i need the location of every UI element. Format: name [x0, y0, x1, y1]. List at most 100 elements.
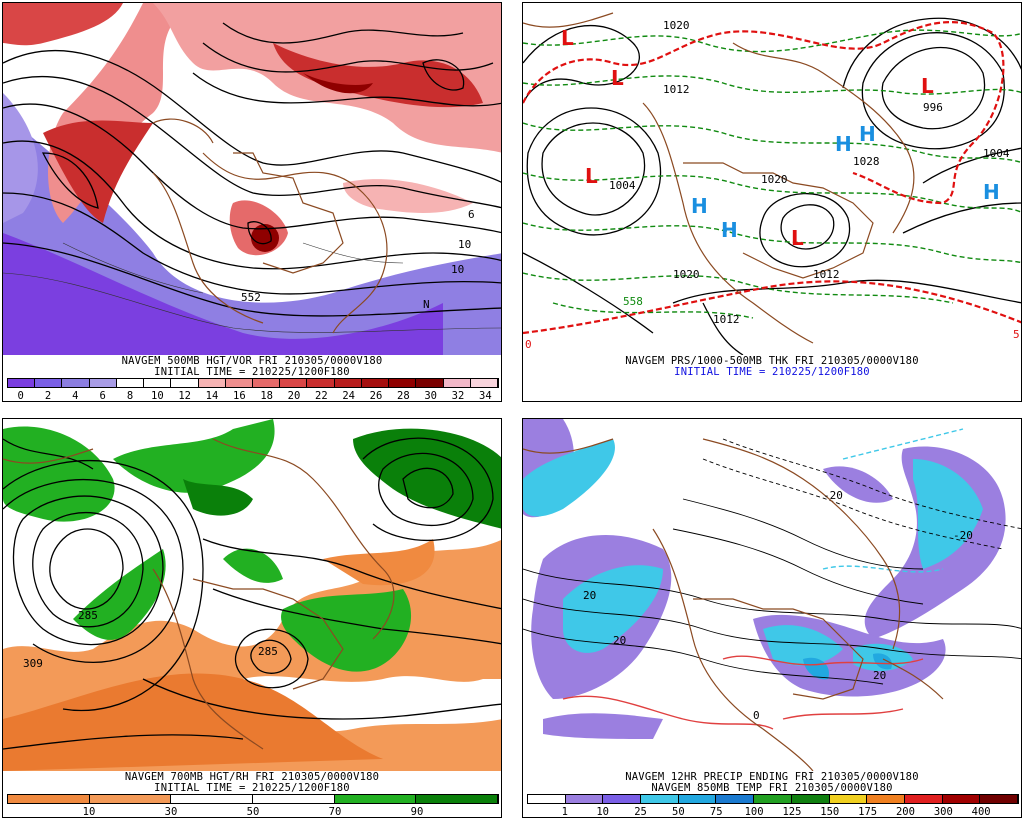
- humidity-high-area: [281, 589, 412, 672]
- humidity-high-area: [223, 548, 283, 583]
- panel-caption: NAVGEM 500MB HGT/VOR FRI 210305/0000V180: [121, 355, 383, 367]
- high-pressure-center: H: [983, 180, 1000, 204]
- isobar-label: 1012: [663, 83, 690, 96]
- panel-caption: NAVGEM 12HR PRECIP ENDING FRI 210305/000…: [625, 771, 919, 783]
- humidity-map: 285 309 285: [3, 419, 501, 771]
- legend-tick-label: 200: [895, 806, 915, 818]
- vorticity-positive-area: [3, 3, 173, 223]
- legend-tick-label: 8: [126, 390, 134, 402]
- temp-label: -20: [823, 489, 843, 502]
- contour-label: 6: [468, 208, 475, 221]
- legend-tick-label: 20: [287, 390, 301, 402]
- legend-ticks: 1 10 25 50 75 100 125 150 175 200 300 400: [527, 806, 1019, 818]
- legend-tick-label: 30: [424, 390, 437, 402]
- isobar-label: 1020: [761, 173, 788, 186]
- legend-tick-label: 125: [782, 806, 802, 818]
- thickness-540-line: [523, 21, 1005, 205]
- vorticity-positive-area: [3, 3, 123, 46]
- contour-label: 285: [258, 645, 278, 658]
- legend-tick-label: 0: [17, 390, 24, 402]
- legend-tick-label: 18: [260, 390, 273, 402]
- humidity-high-area: [353, 428, 501, 529]
- legend-tick-label: 6: [99, 390, 106, 402]
- precip-moderate-area: [803, 657, 829, 680]
- legend-tick-label: 22: [315, 390, 328, 402]
- humidity-high-area: [113, 419, 275, 493]
- isobar-label: 1004: [983, 147, 1010, 160]
- color-legend: [7, 794, 499, 804]
- panel-pressure-thickness: 1020 1012 1004 1020 1028 996 1004 1012 5…: [522, 2, 1022, 402]
- legend-ticks: 10 30 50 70 90: [7, 806, 499, 818]
- vorticity-negative-band: [3, 233, 443, 355]
- precip-light-area: [543, 713, 663, 739]
- legend-tick-label: 70: [328, 806, 342, 818]
- precip-moderate-area: [523, 439, 615, 517]
- panel-500mb-vorticity: 552 6 10 10 N NAVGEM 500MB HGT/VOR FRI 2…: [2, 2, 502, 402]
- legend-tick-label: 4: [72, 390, 79, 402]
- low-pressure-center: L: [791, 226, 804, 250]
- legend-tick-label: 34: [479, 390, 492, 402]
- legend-tick-label: 90: [410, 806, 424, 818]
- temp-label: 0: [753, 709, 760, 722]
- initial-time: INITIAL TIME = 210225/1200F180: [674, 366, 870, 378]
- initial-time: INITIAL TIME = 210225/1200F180: [154, 782, 350, 794]
- legend-tick-label: 400: [971, 806, 991, 818]
- contour-label: 285: [78, 609, 98, 622]
- contour-label: 10: [458, 238, 471, 251]
- temp-label: 20: [873, 669, 886, 682]
- legend-tick-label: 10: [596, 806, 610, 818]
- color-legend: [527, 794, 1019, 804]
- temp-line: [782, 708, 904, 720]
- contour-label: 309: [23, 657, 43, 670]
- legend-ticks: 0 2 4 6 8 10 12 14 16 18 20 22 24 26 28 30 32 34: [7, 390, 499, 402]
- panel-precip-temperature: 20 20 20 0 -20 -20 NAVGEM 12HR PRECIP EN…: [522, 418, 1022, 818]
- legend-tick-label: 150: [820, 806, 840, 818]
- precip-moderate-area: [563, 565, 663, 653]
- legend-tick-label: 100: [744, 806, 764, 818]
- vorticity-positive-area: [343, 179, 473, 213]
- legend-tick-label: 32: [451, 390, 465, 402]
- temp-line: [562, 695, 774, 730]
- low-pressure-center: L: [585, 164, 598, 188]
- isobar-label: 1028: [853, 155, 880, 168]
- initial-time: INITIAL TIME = 210225/1200F180: [154, 366, 350, 378]
- isobar-label: 1012: [713, 313, 740, 326]
- isobar-label: 1004: [609, 179, 636, 192]
- isobar-label: 1020: [663, 19, 690, 32]
- legend-tick-label: 300: [933, 806, 953, 818]
- thickness-label: 5: [1013, 328, 1020, 341]
- low-pressure-center: L: [561, 26, 574, 50]
- vorticity-positive-area: [273, 43, 483, 108]
- legend-tick-label: 10: [151, 390, 164, 402]
- humidity-low-area: [323, 539, 435, 586]
- temp-label: -20: [953, 529, 973, 542]
- high-pressure-center: H: [691, 194, 708, 218]
- legend-tick-label: 26: [369, 390, 383, 402]
- thickness-label: 558: [623, 295, 643, 308]
- isobar-label: 996: [923, 101, 943, 114]
- contour-label: 10: [451, 263, 464, 276]
- legend-tick-label: 10: [82, 806, 96, 818]
- vorticity-positive-area: [303, 73, 373, 94]
- precip-moderate-area: [873, 653, 892, 670]
- temp-label: 20: [613, 634, 626, 647]
- humidity-low-area: [3, 673, 383, 771]
- vorticity-negative-band: [3, 93, 38, 223]
- precip-map: 20 20 20 0 -20 -20: [523, 419, 1021, 771]
- panel-caption: NAVGEM 700MB HGT/RH FRI 210305/0000V180: [124, 771, 380, 783]
- thickness-label: 0: [525, 338, 532, 351]
- legend-tick-label: 2: [44, 390, 52, 402]
- legend-tick-label: 50: [672, 806, 685, 818]
- legend-tick-label: 28: [397, 390, 410, 402]
- legend-tick-label: 12: [178, 390, 191, 402]
- legend-tick-label: 175: [858, 806, 878, 818]
- legend-tick-label: 24: [342, 390, 355, 402]
- isobar-label: 1020: [673, 268, 700, 281]
- isobar-label: 1012: [813, 268, 840, 281]
- humidity-high-area: [183, 479, 253, 516]
- legend-tick-label: 16: [233, 390, 246, 402]
- high-pressure-center: H: [859, 122, 876, 146]
- low-pressure-center: L: [611, 66, 624, 90]
- legend-tick-label: 25: [634, 806, 647, 818]
- legend-tick-label: 75: [709, 806, 723, 818]
